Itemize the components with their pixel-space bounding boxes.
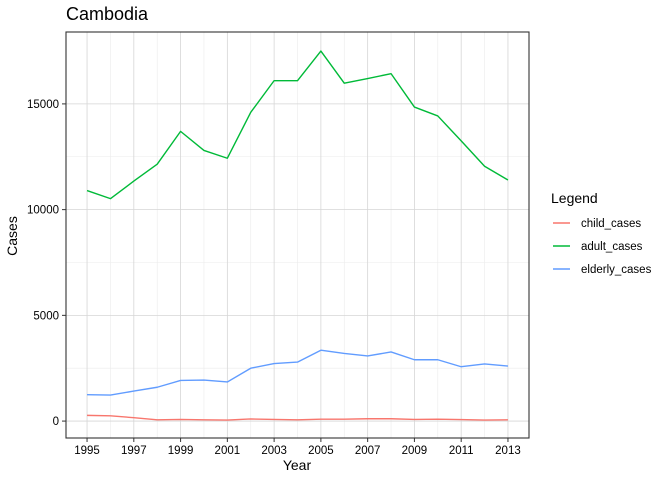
legend-title: Legend xyxy=(551,190,598,206)
x-tick-label: 2011 xyxy=(449,445,474,457)
legend: Legend child_cases adult_cases elderly_cas… xyxy=(551,190,652,276)
x-tick-label: 1999 xyxy=(168,445,194,457)
x-tick-label: 1995 xyxy=(74,445,100,457)
y-tick-label: 5000 xyxy=(33,310,59,322)
axis-layer: 1995 1997 1999 2001 2003 2005 2007 2009 2011 2013… xyxy=(27,99,521,457)
legend-label-elderly_cases: elderly_cases xyxy=(581,264,652,276)
panel-border xyxy=(65,31,530,439)
elderly_cases-line xyxy=(87,349,509,396)
legend-label-child_cases: child_cases xyxy=(581,218,641,230)
legend-label-adult_cases: adult_cases xyxy=(581,241,643,253)
y-axis-title: Cases xyxy=(4,216,20,256)
child_cases-line xyxy=(87,414,508,421)
x-tick-label: 2009 xyxy=(402,445,428,457)
x-tick-label: 2003 xyxy=(261,445,287,457)
series-layer xyxy=(86,50,509,421)
x-tick-label: 2005 xyxy=(308,445,334,457)
y-tick-label: 0 xyxy=(53,416,59,428)
y-tick-label: 10000 xyxy=(27,205,59,217)
x-tick-label: 2007 xyxy=(355,445,381,457)
x-tick-label: 2013 xyxy=(495,445,521,457)
x-tick-label: 2001 xyxy=(215,445,241,457)
grid-layer xyxy=(66,32,529,438)
x-axis-title: Year xyxy=(283,457,312,473)
adult_cases-line xyxy=(86,50,509,200)
y-tick-label: 15000 xyxy=(27,99,59,111)
chart-title: Cambodia xyxy=(66,4,149,24)
x-tick-label: 1997 xyxy=(121,445,147,457)
